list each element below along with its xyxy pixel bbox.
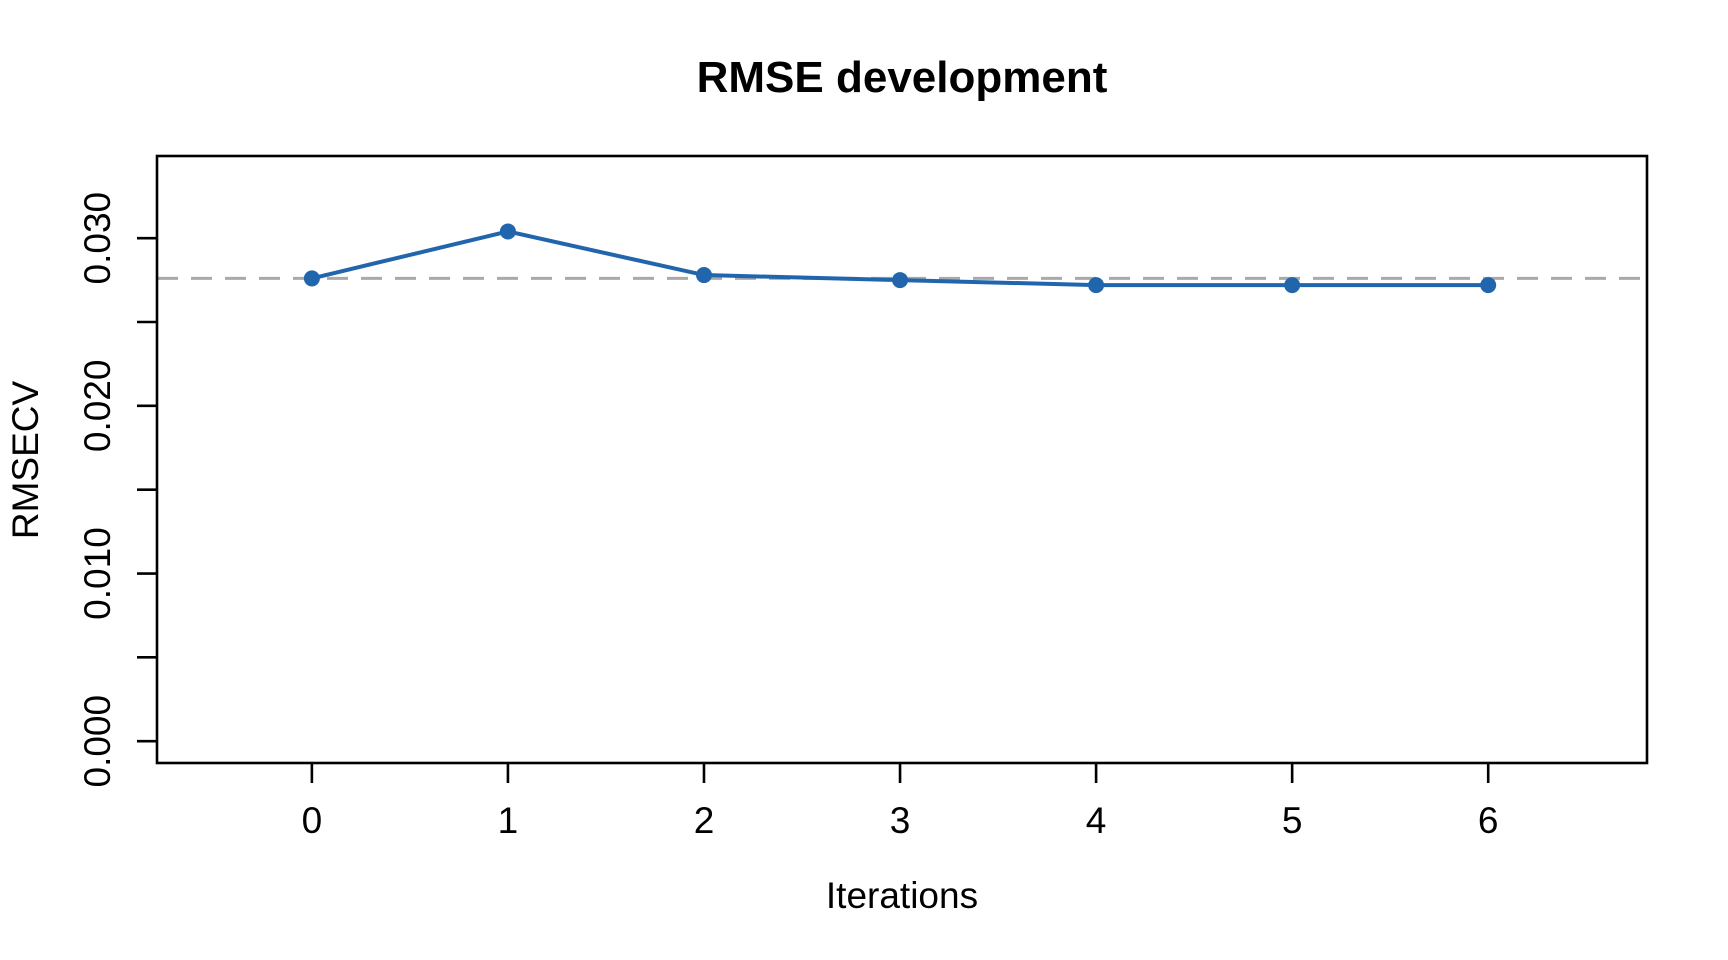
- x-axis-label: Iterations: [826, 875, 978, 916]
- x-tick-label: 6: [1478, 800, 1499, 841]
- data-point-iter-3: [892, 272, 909, 289]
- y-tick-label: 0.030: [77, 192, 118, 285]
- y-tick-label: 0.000: [77, 695, 118, 788]
- data-point-iter-0: [303, 270, 320, 287]
- y-tick-label: 0.010: [77, 527, 118, 620]
- plot-border: [155, 154, 1649, 765]
- data-point-iter-5: [1284, 277, 1301, 294]
- chart-title: RMSE development: [697, 53, 1108, 102]
- y-axis-label: RMSECV: [5, 381, 46, 540]
- data-point-iter-4: [1088, 277, 1105, 294]
- x-tick-label: 1: [498, 800, 519, 841]
- x-tick-label: 0: [302, 800, 323, 841]
- y-tick-label: 0.020: [77, 360, 118, 453]
- x-tick-label: 4: [1086, 800, 1107, 841]
- x-tick-label: 5: [1282, 800, 1303, 841]
- x-tick-label: 2: [694, 800, 715, 841]
- data-point-iter-1: [499, 223, 516, 240]
- plot-generated-layer: 0 1 2 3 4 5 6 0.000 0.010 0.020 0.030: [77, 192, 1647, 841]
- data-point-iter-6: [1480, 277, 1497, 294]
- x-tick-label: 3: [890, 800, 911, 841]
- data-point-iter-2: [695, 267, 712, 284]
